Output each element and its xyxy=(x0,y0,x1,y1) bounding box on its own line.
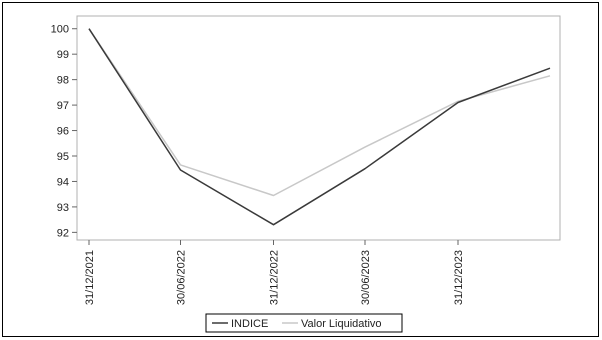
y-tick-label: 94 xyxy=(57,176,69,188)
y-tick-label: 92 xyxy=(57,227,69,239)
legend-label-valor-liquidativo: Valor Liquidativo xyxy=(301,318,382,330)
series-group xyxy=(88,28,551,226)
y-tick-label: 93 xyxy=(57,202,69,214)
y-tick-label: 100 xyxy=(51,24,69,36)
series-line-valor-liquidativo xyxy=(88,28,551,197)
y-tick-label: 97 xyxy=(57,100,69,112)
plot-area-border xyxy=(76,15,561,241)
legend-box xyxy=(205,313,403,333)
y-tick-label: 99 xyxy=(57,49,69,61)
x-axis: 31/12/2021 30/06/2022 31/12/2022 30/06/2023… xyxy=(84,240,465,305)
x-tick-label: 31/12/2023 xyxy=(453,250,465,305)
y-tick-label: 98 xyxy=(57,75,69,87)
y-tick-label: 96 xyxy=(57,126,69,138)
x-tick-label: 31/12/2021 xyxy=(84,250,96,305)
y-axis: 92 93 94 95 96 97 98 99 100 xyxy=(51,24,77,239)
chart-frame xyxy=(2,2,599,337)
x-tick-label: 30/06/2022 xyxy=(175,250,187,305)
legend: INDICE Valor Liquidativo xyxy=(205,313,403,333)
series-line-indice xyxy=(88,28,551,226)
legend-label-indice: INDICE xyxy=(231,318,268,330)
x-tick-label: 31/12/2022 xyxy=(269,250,281,305)
y-tick-label: 95 xyxy=(57,151,69,163)
x-tick-label: 30/06/2023 xyxy=(360,250,372,305)
